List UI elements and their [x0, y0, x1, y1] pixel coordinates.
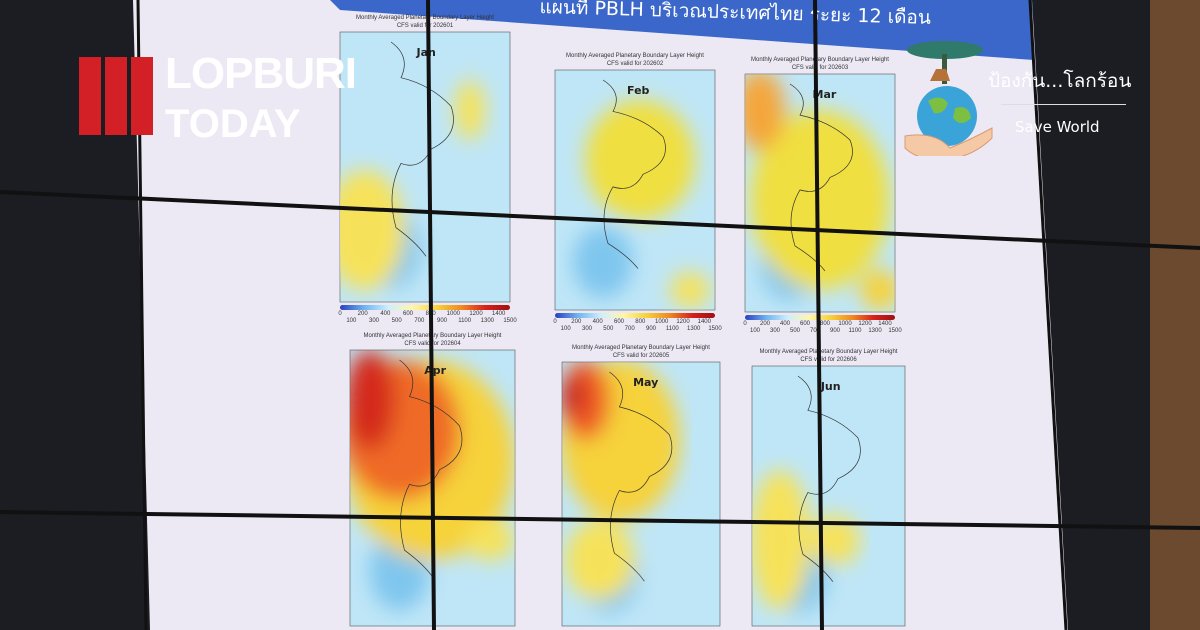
map-valid-date: CFS valid for 202603	[791, 65, 849, 71]
map-caption: Monthly Averaged Planetary Boundary Laye…	[566, 53, 704, 59]
map-month-label: May	[633, 376, 659, 389]
colorbar-tick: 1200	[676, 319, 690, 325]
map-valid-date: CFS valid for 202605	[612, 353, 670, 359]
colorbar	[745, 315, 895, 320]
colorbar-tick: 200	[571, 319, 582, 325]
map-valid-date: CFS valid for 202602	[606, 61, 664, 67]
earth-in-hand-icon	[904, 41, 993, 156]
colorbar-tick: 0	[338, 311, 342, 317]
colorbar-tick: 400	[592, 319, 603, 325]
map-mar	[744, 73, 896, 313]
colorbar-tick: 500	[789, 328, 800, 334]
colorbar-tick: 500	[603, 326, 614, 332]
colorbar-tick: 1000	[446, 311, 461, 317]
colorbar-tick: 1500	[708, 326, 722, 332]
colorbar-tick: 1000	[838, 321, 852, 327]
colorbar-tick: 900	[829, 328, 841, 334]
map-caption: Monthly Averaged Planetary Boundary Laye…	[759, 349, 898, 355]
colorbar-tick: 1300	[686, 326, 701, 332]
colorbar-tick: 1300	[480, 318, 495, 324]
colorbar	[340, 305, 510, 310]
map-valid-date: CFS valid for 202606	[800, 357, 857, 363]
map-caption: Monthly Averaged Planetary Boundary Laye…	[363, 333, 502, 339]
colorbar-tick: 0	[743, 321, 747, 327]
map-jun	[751, 365, 906, 627]
colorbar-tick: 1100	[848, 328, 862, 334]
colorbar-tick: 200	[357, 311, 368, 317]
colorbar-tick: 400	[779, 321, 791, 327]
save-world-thai-text: ป้องกัน...โลกร้อน	[988, 70, 1132, 92]
colorbar-tick: 1100	[665, 326, 679, 332]
map-valid-date: CFS valid for 202604	[404, 341, 461, 347]
title-banner	[330, 0, 1034, 60]
map-feb	[554, 69, 716, 311]
colorbar-tick: 1500	[888, 328, 902, 334]
colorbar-tick: 800	[425, 311, 436, 317]
colorbar-tick: 600	[613, 319, 625, 325]
colorbar-tick: 300	[581, 326, 593, 332]
map-caption: Monthly Averaged Planetary Boundary Laye…	[751, 57, 889, 63]
colorbar-tick: 0	[553, 319, 557, 325]
colorbar-tick: 1400	[878, 321, 892, 327]
colorbar-tick: 1100	[458, 318, 472, 324]
colorbar-tick: 1500	[503, 318, 517, 324]
colorbar-tick: 100	[560, 326, 571, 332]
lopburi-today-logo-bars	[79, 57, 153, 135]
colorbar-tick: 700	[414, 318, 425, 324]
colorbar-ticks: 0 100 200 300 400 500 600 700 800 900 1000 1100 1200…	[743, 321, 901, 335]
save-world-divider	[1001, 104, 1126, 105]
colorbar-tick: 1200	[469, 311, 483, 317]
colorbar-tick: 100	[749, 328, 761, 334]
colorbar-tick: 1300	[868, 328, 882, 334]
colorbar-ticks: 0 100 200 300 400 500 600 700 800 900 1000 1100 1200…	[338, 311, 516, 325]
colorbar	[555, 313, 715, 318]
colorbar-tick: 300	[769, 328, 781, 334]
colorbar-tick: 1200	[858, 321, 872, 327]
map-month-label: Feb	[627, 84, 650, 97]
colorbar-tick: 900	[436, 318, 448, 324]
colorbar-tick: 700	[809, 328, 821, 334]
lopburi-today-logo-line1: LOPBURI	[165, 49, 357, 98]
map-month-label: Apr	[424, 364, 447, 377]
colorbar-ticks: 0 100 200 300 400 500 600 700 800 900 1000 1100 1200…	[553, 319, 721, 333]
colorbar-tick: 1400	[697, 319, 711, 325]
colorbar-tick: 1400	[491, 311, 506, 317]
map-apr	[349, 349, 516, 627]
colorbar-tick: 100	[346, 318, 357, 324]
colorbar-tick: 800	[635, 319, 646, 325]
colorbar-tick: 500	[391, 318, 402, 324]
map-may	[561, 361, 721, 627]
colorbar-tick: 200	[759, 321, 770, 327]
colorbar-tick: 300	[368, 318, 380, 324]
colorbar-tick: 600	[799, 321, 811, 327]
lopburi-today-logo-line2: TODAY	[165, 102, 301, 146]
map-caption: Monthly Averaged Planetary Boundary Laye…	[572, 345, 710, 351]
colorbar-tick: 600	[402, 311, 414, 317]
map-month-label: Mar	[812, 88, 837, 101]
colorbar-tick: 400	[380, 311, 391, 317]
map-month-label: Jan	[416, 46, 436, 59]
map-caption: Monthly Averaged Planetary Boundary Laye…	[356, 15, 494, 21]
colorbar-tick: 700	[624, 326, 635, 332]
colorbar-tick: 800	[819, 321, 830, 327]
map-month-label: Jun	[820, 380, 841, 393]
colorbar-tick: 1000	[654, 319, 669, 325]
map-valid-date: CFS valid for 202601	[396, 23, 454, 29]
colorbar-tick: 900	[645, 326, 657, 332]
save-world-english-text: Save World	[1015, 118, 1100, 136]
